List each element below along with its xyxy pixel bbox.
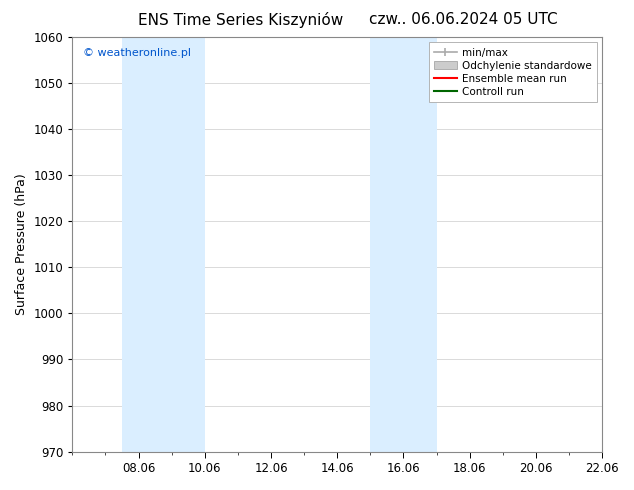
Legend: min/max, Odchylenie standardowe, Ensemble mean run, Controll run: min/max, Odchylenie standardowe, Ensembl… xyxy=(429,42,597,102)
Text: czw.. 06.06.2024 05 UTC: czw.. 06.06.2024 05 UTC xyxy=(368,12,557,27)
Bar xyxy=(122,37,205,452)
Y-axis label: Surface Pressure (hPa): Surface Pressure (hPa) xyxy=(15,173,28,315)
Bar xyxy=(370,37,437,452)
Text: © weatheronline.pl: © weatheronline.pl xyxy=(83,48,191,57)
Text: ENS Time Series Kiszyniów: ENS Time Series Kiszyniów xyxy=(138,12,344,28)
